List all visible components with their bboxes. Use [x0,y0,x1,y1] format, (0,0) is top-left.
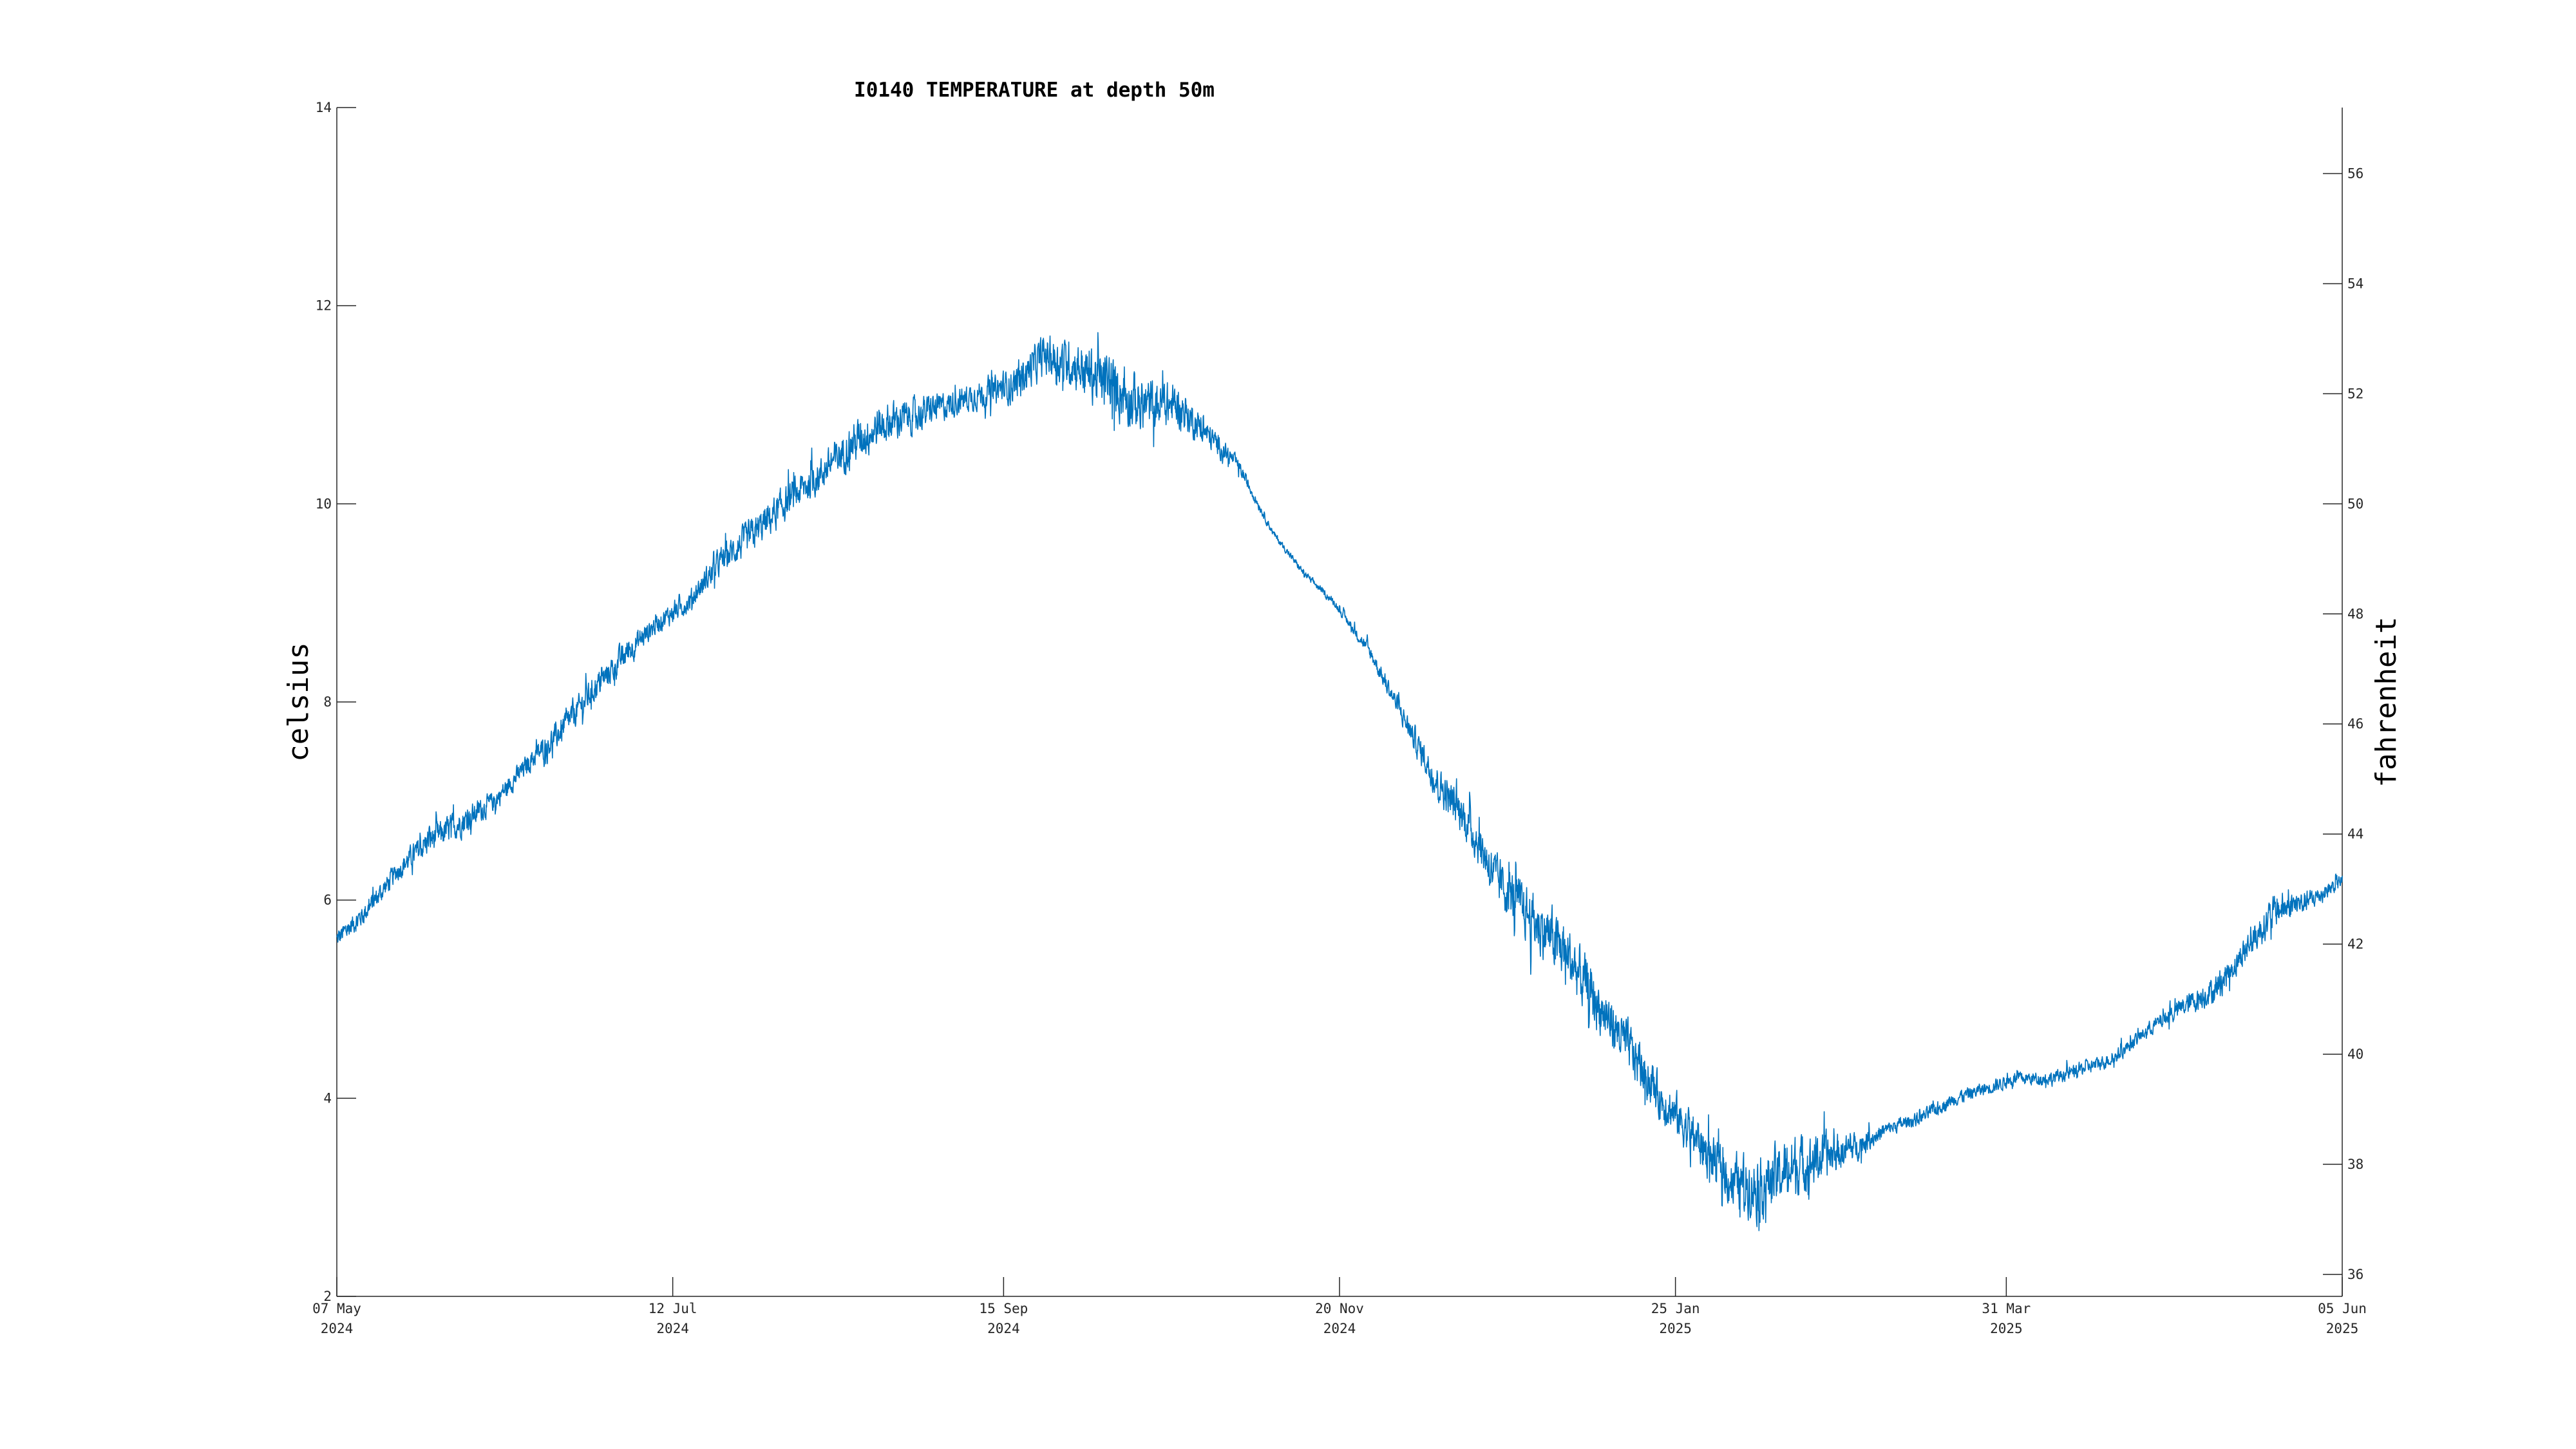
y-axis-label-right: fahrenheit [2370,617,2403,788]
x-tick-date: 15 Sep [979,1301,1028,1316]
x-tick-label: 20 Nov 2024 [1315,1301,1364,1336]
plot-area [336,108,2343,1297]
right-y-tick-label: 52 [2347,386,2363,401]
x-tick-label: 12 Jul 2024 [649,1301,697,1336]
right-y-tick-label: 56 [2347,166,2363,182]
left-y-tick-label: 10 [316,496,332,511]
right-y-tick-label: 54 [2347,276,2363,291]
right-y-tick-label: 36 [2347,1267,2363,1282]
x-tick-year: 2024 [656,1321,689,1336]
x-tick-date: 05 Jun [2318,1301,2367,1316]
x-ticks: 07 May 2024 12 Jul 2024 15 Sep 2024 20 Nov 2024… [312,1277,2367,1336]
right-y-tick-label: 40 [2347,1046,2363,1062]
right-y-ticks: 36 38 40 42 44 46 48 50 52 54 56 [2323,166,2363,1282]
right-y-tick-label: 38 [2347,1157,2363,1172]
left-y-tick-label: 8 [323,694,332,710]
right-y-tick-label: 50 [2347,496,2363,511]
x-tick-year: 2024 [321,1321,354,1336]
x-tick-label: 31 Mar 2025 [1982,1301,2031,1336]
left-y-tick-label: 4 [323,1090,332,1106]
x-tick-label: 25 Jan 2025 [1651,1301,1700,1336]
left-y-tick-label: 14 [316,100,332,115]
x-tick-year: 2025 [1659,1321,1692,1336]
x-tick-date: 12 Jul [649,1301,697,1316]
x-tick-date: 25 Jan [1651,1301,1700,1316]
x-tick-date: 07 May [312,1301,361,1316]
left-y-tick-label: 6 [323,893,332,908]
left-y-ticks: 2 4 6 8 10 12 14 [316,100,356,1304]
temperature-series-line [336,332,2343,1231]
y-axis-label-left: celsius [282,642,315,761]
left-y-tick-label: 12 [316,298,332,314]
x-tick-year: 2025 [2326,1321,2359,1336]
x-tick-year: 2025 [1990,1321,2023,1336]
right-y-tick-label: 46 [2347,716,2363,732]
left-y-tick-label: 2 [323,1289,332,1304]
right-y-tick-label: 48 [2347,606,2363,621]
right-y-tick-label: 42 [2347,936,2363,952]
x-tick-date: 31 Mar [1982,1301,2031,1316]
x-tick-date: 20 Nov [1315,1301,1364,1316]
x-tick-label: 15 Sep 2024 [979,1301,1028,1336]
x-tick-label: 05 Jun 2025 [2318,1301,2367,1336]
x-tick-label: 07 May 2024 [312,1301,361,1336]
x-tick-year: 2024 [1323,1321,1356,1336]
x-tick-year: 2024 [987,1321,1020,1336]
right-y-tick-label: 44 [2347,826,2363,842]
chart-title: I0140 TEMPERATURE at depth 50m [854,79,1215,102]
